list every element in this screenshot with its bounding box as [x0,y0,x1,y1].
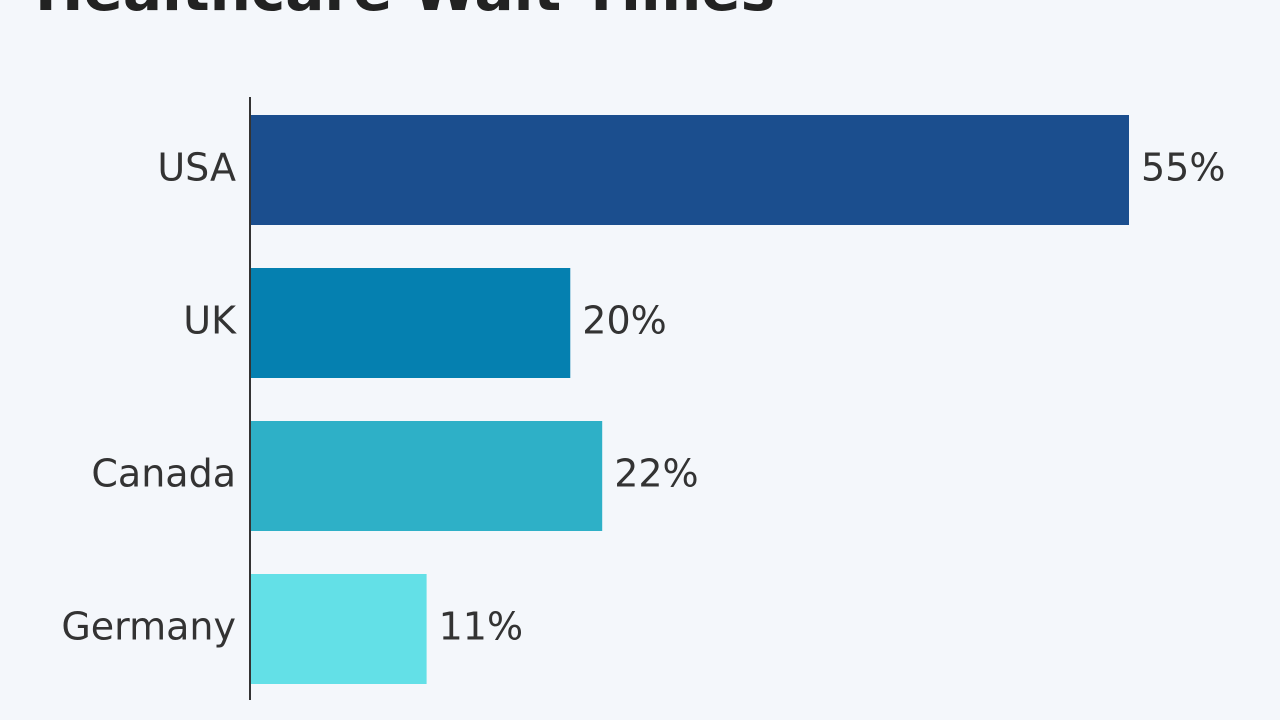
chart-title: Healthcare Wait Times [35,0,775,24]
value-label: 22% [614,452,698,496]
category-label: Canada [91,452,236,496]
category-label: Germany [61,605,236,649]
bar [251,574,427,684]
category-label: USA [157,146,236,190]
bar [251,421,603,531]
bar [251,115,1129,225]
value-label: 11% [439,605,523,649]
bar [251,268,571,378]
value-label: 20% [582,299,666,343]
category-label: UK [183,299,237,343]
value-label: 55% [1141,146,1225,190]
